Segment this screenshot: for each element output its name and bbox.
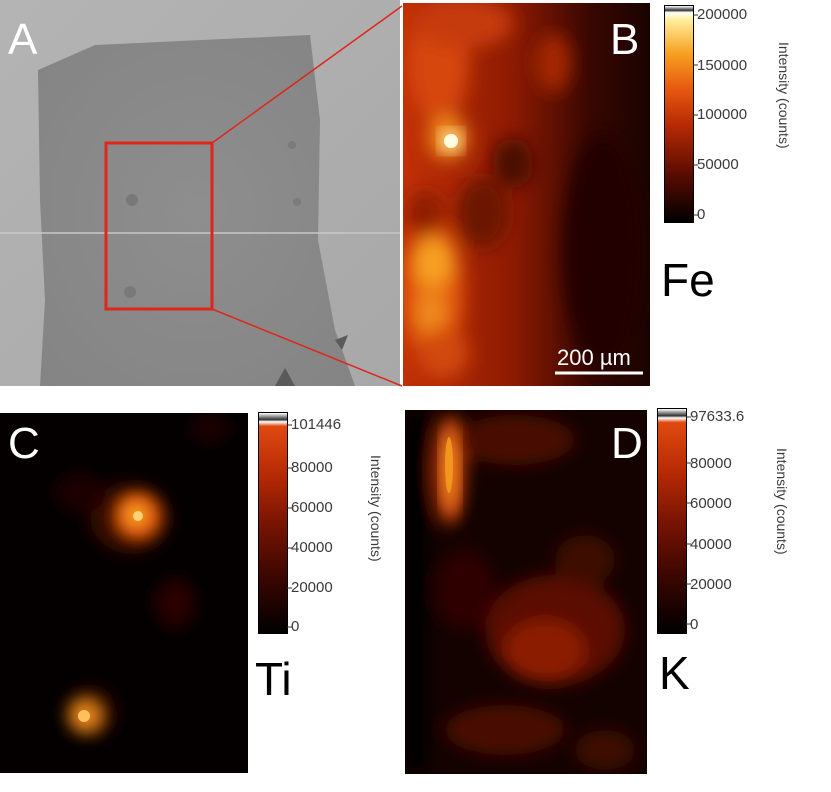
panel-b-image: [403, 0, 650, 386]
region-of-interest: [104, 141, 214, 311]
colorbar-d: [657, 408, 687, 634]
colorbar-c-tick: 60000: [291, 499, 333, 516]
colorbar-c-tickmarks: [287, 424, 292, 628]
colorbar-c-label: Intensity (counts): [368, 455, 384, 562]
colorbar-d-tick: 0: [690, 616, 699, 633]
micrograph-svg: [0, 0, 400, 386]
colorbar-c-tick: 80000: [291, 459, 333, 476]
colorbar-d-tick: 80000: [690, 455, 732, 472]
colorbar-d-tick: 20000: [690, 576, 732, 593]
element-label-k: K: [659, 647, 690, 699]
colorbar-b-tickmarks: [693, 14, 698, 216]
colorbar-d-tick: 60000: [690, 495, 732, 512]
colorbar-d-tick: 97633.6: [690, 408, 745, 425]
scalebar-label: 200 µm: [557, 345, 631, 370]
colorbar-b-tick: 200000: [697, 6, 748, 23]
colorbar-b-label: Intensity (counts): [776, 42, 792, 149]
colorbar-b-tick: 150000: [697, 57, 748, 74]
colorbar-c-tick: 20000: [291, 579, 333, 596]
panel-a-image: [0, 0, 400, 386]
colorbar-b-tick: 50000: [697, 156, 739, 173]
element-label-ti: Ti: [255, 653, 292, 705]
element-label-fe: Fe: [661, 254, 715, 306]
panel-b-letter: B: [610, 15, 640, 64]
colorbar-d-label: Intensity (counts): [774, 448, 790, 555]
panel-c-image: [0, 413, 248, 773]
colorbar-c-tick: 40000: [291, 539, 333, 556]
colorbar-c: [258, 412, 288, 634]
panel-d-image: [405, 410, 647, 774]
colorbar-c-tick: 0: [291, 618, 300, 635]
sample-tissue: [38, 35, 355, 386]
zoom-lines: [211, 5, 403, 387]
colorbar-b-tick: 0: [697, 206, 706, 223]
colorbar-c-tick: 101446: [291, 416, 342, 433]
panel-d-letter: D: [611, 419, 643, 468]
colorbar-b: [664, 5, 694, 223]
colorbar-d-tick: 40000: [690, 536, 732, 553]
colorbar-b-tick: 100000: [697, 106, 748, 123]
panel-a-letter: A: [8, 15, 38, 64]
colorbar-d-tickmarks: [686, 416, 691, 625]
panel-c-letter: C: [8, 419, 40, 468]
